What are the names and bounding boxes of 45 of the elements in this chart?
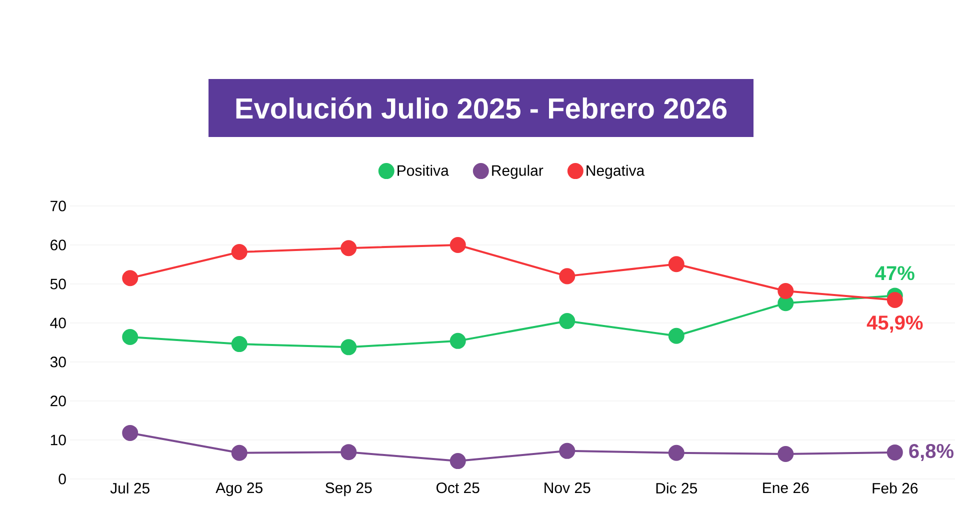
y-tick-label: 20: [50, 396, 66, 406]
point: [231, 444, 248, 461]
y-tick-label: 70: [50, 200, 66, 212]
point: [668, 256, 684, 272]
data-label: 6,8%: [909, 444, 954, 461]
y-tick-label: 30: [50, 356, 66, 368]
point: [450, 236, 466, 253]
data-label: 47%: [875, 266, 914, 280]
point: [340, 240, 357, 256]
point: [122, 329, 138, 346]
point: [340, 339, 357, 356]
y-tick-label: 10: [50, 434, 66, 446]
point: [450, 332, 466, 349]
y-tick-label: 40: [50, 318, 66, 328]
x-tick-label: Sep 25: [326, 482, 372, 496]
point: [886, 444, 903, 460]
legend-label: Positiva: [398, 164, 449, 176]
point: [122, 424, 138, 441]
x-tick-label: Ago 25: [216, 482, 262, 496]
point: [559, 313, 576, 330]
chart-title: Evolución Julio 2025 - Febrero 2026: [236, 97, 727, 119]
point: [231, 244, 248, 260]
point: [668, 444, 684, 461]
point: [778, 283, 794, 300]
point: [668, 328, 684, 344]
point: [340, 444, 357, 460]
point: [778, 446, 794, 462]
y-tick-label: 0: [58, 474, 66, 484]
data-label: 45,9%: [866, 316, 923, 333]
legend-label: Regular: [492, 164, 544, 179]
x-tick-label: Nov 25: [544, 482, 590, 494]
point: [559, 268, 576, 284]
x-tick-label: Dic 25: [656, 482, 698, 494]
legend-label: Negativa: [586, 164, 645, 179]
point: [450, 453, 466, 470]
x-tick-label: Oct 25: [436, 482, 480, 494]
x-tick-label: Jul 25: [110, 482, 150, 494]
point: [559, 442, 576, 459]
point: [122, 270, 138, 286]
x-tick-label: Ene 26: [763, 482, 809, 494]
y-tick-label: 50: [50, 278, 66, 290]
point: [886, 292, 903, 308]
x-tick-label: Feb 26: [872, 482, 918, 494]
y-tick-label: 60: [50, 240, 66, 250]
point: [231, 336, 248, 352]
